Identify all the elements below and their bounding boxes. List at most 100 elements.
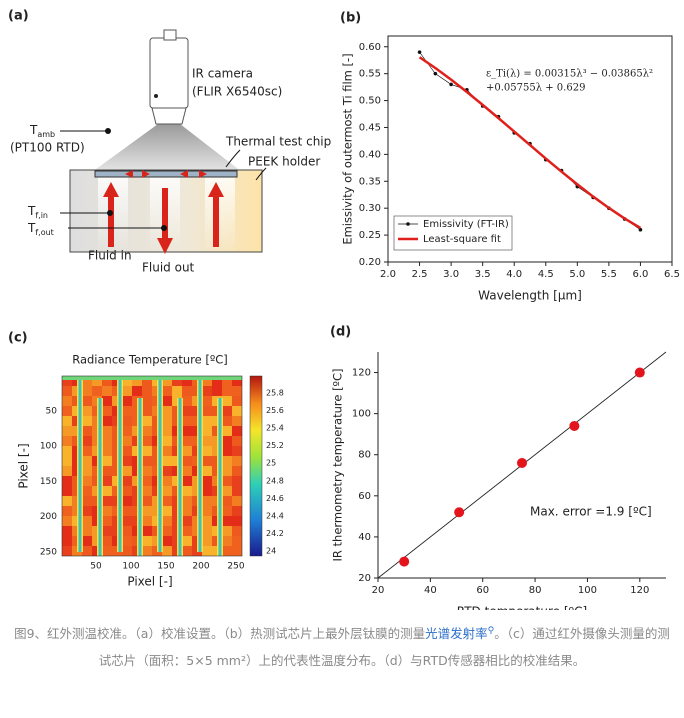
heat-cell (82, 376, 92, 386)
colorbar (249, 375, 263, 557)
x-tick-label: 40 (424, 585, 437, 596)
heatmap-title: Radiance Temperature [ºC] (72, 353, 228, 367)
heat-cell (102, 386, 112, 396)
x-axis-title: Wavelength [μm] (478, 289, 582, 303)
y-tick-label: 150 (40, 477, 57, 487)
heat-cell (222, 406, 232, 416)
colorbar-tick-label: 25 (266, 459, 276, 468)
heat-cell (162, 536, 172, 546)
heat-cell (232, 456, 242, 466)
x-tick-label: 5.5 (601, 269, 617, 280)
x-tick-label: 100 (578, 585, 597, 596)
heat-cell (232, 526, 242, 536)
heatmap-frame (61, 375, 243, 557)
data-point (417, 50, 422, 54)
heat-cell (162, 436, 172, 446)
setup-diagram: (a) IR camera (FLIR X6540sc) Tamb (PT100… (8, 9, 331, 275)
heat-cell (62, 386, 72, 396)
label: (FLIR X6540sc) (192, 85, 282, 99)
chip (94, 170, 238, 178)
x-tick-label: 2.5 (412, 269, 428, 280)
heat-cell (222, 506, 232, 516)
heat-cell (142, 486, 152, 496)
heat-cell (202, 536, 212, 546)
symbol: T (27, 221, 36, 235)
colorbar-tick-label: 24.4 (266, 511, 284, 520)
heat-cell (122, 446, 132, 456)
channel (218, 398, 222, 556)
sensor-dot (161, 225, 167, 231)
legend-label: Least-square fit (423, 234, 501, 245)
heat-cell (202, 416, 212, 426)
heat-cell (82, 456, 92, 466)
y-tick-label: 100 (352, 409, 371, 420)
heat-cell (162, 386, 172, 396)
heat-cell (132, 386, 142, 396)
y-axis-title: Emissivity of outermost Ti film [-] (341, 53, 355, 244)
heat-cell (212, 386, 222, 396)
chart: (d) 20 40 60 80 100 120 20 40 60 80 100 120 RTD tempe… (330, 325, 667, 610)
heat-cell (162, 506, 172, 516)
data-point (517, 457, 527, 468)
heat-cell (222, 536, 232, 546)
colorbar-tick-label: 25.8 (266, 389, 284, 398)
chart: (b) 2.0 2.5 3.0 3.5 4.0 4.5 5.0 5.5 6.0 6.5 0.20 0.2… (340, 11, 680, 303)
x-tick-label: 120 (630, 585, 649, 596)
heat-cell (62, 426, 72, 436)
heat-cell (142, 386, 152, 396)
caption: 图9、红外测温校准。（a）校准设置。（b）热测试芯片上最外层钛膜的测量光谱发射率… (10, 618, 674, 674)
caption-link[interactable]: 光谱发射率 (425, 626, 488, 642)
symbol: T (29, 123, 38, 137)
sub-label: Tamb (29, 123, 55, 139)
leader (225, 149, 241, 168)
heat-cell (82, 426, 92, 436)
heat-cell (222, 496, 232, 506)
heat-cell (102, 496, 112, 506)
ir-cone (92, 124, 242, 172)
subscript: f,out (35, 228, 53, 237)
heat-cell (182, 376, 192, 386)
data-point (454, 507, 465, 518)
y-axis-title: IR thermometry temperature [ºC] (331, 368, 345, 561)
channel (78, 380, 82, 552)
heat-cell (232, 426, 242, 436)
heat-cell (232, 506, 242, 516)
heat-cell (82, 506, 92, 516)
heat-cell (202, 426, 212, 436)
heat-cell (162, 546, 172, 556)
heat-cell (232, 486, 242, 496)
heat-cell (182, 466, 192, 476)
heat-cell (122, 456, 132, 466)
heat-cell (202, 516, 212, 526)
x-tick-label: 150 (157, 562, 174, 572)
heat-cell (182, 416, 192, 426)
data-point (634, 367, 645, 378)
fit-line (418, 56, 642, 230)
heat-cell (162, 456, 172, 466)
x-tick-label: 80 (529, 585, 542, 596)
heat-cell (102, 426, 112, 436)
heat-cell (232, 546, 242, 556)
heat-cell (202, 496, 212, 506)
heat-cell (222, 396, 232, 406)
heat-cell (142, 446, 152, 456)
sensor-dot (105, 128, 111, 134)
heat-cell (142, 526, 152, 536)
heat-cell (122, 386, 132, 396)
heat-cell (102, 546, 112, 556)
heat-cell (102, 476, 112, 486)
heat-cell (102, 516, 112, 526)
heat-cell (222, 526, 232, 536)
data-point (449, 82, 453, 87)
data-point (433, 71, 438, 76)
heat-cell (102, 436, 112, 446)
caption-text: 。（c）通过红外摄像头测量的测试芯片（面积：5×5 mm²）上的代表性温度分布。… (98, 626, 670, 669)
y-tick-label: 0.40 (359, 149, 381, 160)
label: Fluid in (88, 249, 132, 263)
heat-cell (232, 376, 242, 386)
heat-cell (222, 446, 232, 456)
heat-cell (142, 546, 152, 556)
heat-cell (62, 476, 72, 486)
search-icon[interactable]: ⚲ (487, 626, 495, 636)
y-tick-label: 60 (358, 491, 371, 502)
